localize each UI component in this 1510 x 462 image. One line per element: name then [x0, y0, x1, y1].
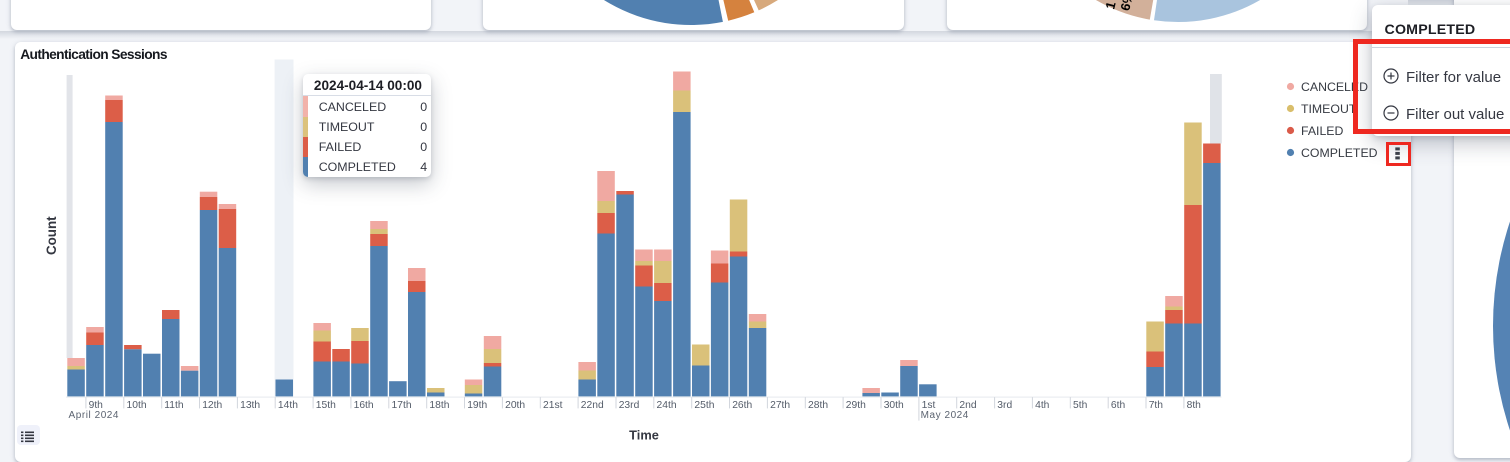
svg-text:22nd: 22nd [581, 400, 604, 411]
svg-text:2nd: 2nd [959, 400, 976, 411]
svg-text:May 2024: May 2024 [921, 410, 969, 421]
svg-text:7th: 7th [1149, 400, 1164, 411]
svg-text:8th: 8th [1187, 400, 1202, 411]
svg-text:12th: 12th [202, 400, 222, 411]
svg-text:1: 1 [1102, 0, 1118, 11]
svg-text:11th: 11th [164, 400, 184, 411]
svg-text:20th: 20th [505, 400, 525, 411]
svg-text:25th: 25th [694, 400, 714, 411]
svg-text:30th: 30th [884, 400, 904, 411]
svg-text:17th: 17th [392, 400, 412, 411]
svg-text:28th: 28th [808, 400, 828, 411]
svg-text:Count: Count [44, 216, 59, 255]
svg-text:9th: 9th [89, 400, 104, 411]
svg-text:23rd: 23rd [619, 400, 640, 411]
svg-text:13th: 13th [240, 400, 260, 411]
svg-text:April 2024: April 2024 [69, 410, 120, 421]
svg-text:5th: 5th [1073, 400, 1088, 411]
svg-text:6th: 6th [1111, 400, 1126, 411]
svg-text:COMPLETED: COMPLETED [1301, 146, 1378, 160]
svg-text:16th: 16th [354, 400, 374, 411]
svg-text:14th: 14th [278, 400, 298, 411]
svg-text:10th: 10th [127, 400, 147, 411]
svg-text:1st: 1st [922, 400, 936, 411]
svg-text:Time: Time [629, 428, 659, 443]
svg-text:19th: 19th [467, 400, 487, 411]
svg-text:4th: 4th [1035, 400, 1050, 411]
svg-text:26th: 26th [732, 400, 752, 411]
svg-text:TIMEOUT: TIMEOUT [1301, 102, 1357, 116]
svg-text:21st: 21st [543, 400, 563, 411]
svg-text:29th: 29th [846, 400, 866, 411]
svg-text:CANCELED: CANCELED [1301, 80, 1368, 94]
svg-text:24th: 24th [657, 400, 677, 411]
svg-text:6%: 6% [1117, 0, 1136, 12]
svg-text:15th: 15th [316, 400, 336, 411]
svg-text:3rd: 3rd [997, 400, 1012, 411]
svg-text:18th: 18th [429, 400, 449, 411]
svg-text:27th: 27th [770, 400, 790, 411]
svg-text:FAILED: FAILED [1301, 124, 1343, 138]
